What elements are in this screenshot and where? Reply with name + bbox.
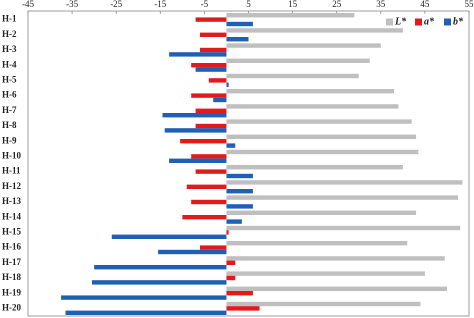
- x-tick-label: 15: [288, 0, 298, 9]
- y-tick-label: H-8: [2, 120, 17, 130]
- bar: [226, 230, 229, 235]
- bar: [61, 295, 227, 300]
- y-tick-label: H-18: [2, 272, 21, 282]
- y-tick-label: H-6: [2, 90, 17, 100]
- y-tick-label: H-3: [2, 44, 17, 54]
- bar: [226, 260, 236, 265]
- y-tick-label: H-14: [2, 211, 21, 221]
- bar: [226, 149, 419, 155]
- legend-label: a*: [424, 16, 435, 27]
- x-tick-label: 5: [246, 0, 251, 9]
- bar: [226, 219, 242, 224]
- bar: [226, 204, 253, 209]
- bar: [182, 215, 227, 220]
- y-tick-label: H-11: [2, 166, 21, 176]
- bar: [226, 73, 359, 79]
- bar: [226, 21, 253, 27]
- x-tick-label: -45: [22, 0, 34, 9]
- bar: [213, 97, 227, 103]
- x-tick-label: -5: [201, 0, 209, 9]
- bar: [191, 199, 227, 205]
- bar: [226, 189, 253, 194]
- x-tick-label: 45: [420, 0, 430, 9]
- bar: [226, 89, 395, 94]
- x-tick-label: -35: [66, 0, 78, 9]
- bar: [226, 165, 403, 170]
- bar: [226, 180, 463, 185]
- bar: [226, 13, 355, 18]
- bar: [195, 123, 227, 129]
- bar: [226, 58, 370, 63]
- bar: [226, 82, 229, 87]
- plot-frame: [27, 10, 470, 317]
- x-tick-label: -15: [154, 0, 166, 9]
- x-tick-label: -25: [110, 0, 122, 9]
- bar: [199, 47, 227, 53]
- x-tick-label: 55: [465, 0, 474, 9]
- bar: [226, 256, 445, 261]
- bar: [158, 249, 227, 255]
- bar: [226, 173, 253, 179]
- y-tick-label: H-10: [2, 150, 21, 160]
- bar: [226, 37, 249, 42]
- bar: [226, 104, 399, 109]
- y-tick-label: H-17: [2, 257, 21, 267]
- y-tick-label: H-5: [2, 74, 17, 84]
- bar: [226, 271, 425, 276]
- bar: [195, 17, 227, 22]
- y-tick-label: H-9: [2, 135, 17, 145]
- bar: [226, 195, 458, 200]
- bar: [226, 301, 421, 307]
- bar: [191, 63, 227, 68]
- bar: [162, 113, 227, 118]
- bar: [164, 128, 227, 133]
- legend-label: b*: [453, 16, 464, 27]
- bar: [226, 306, 260, 311]
- legend-swatch: [386, 18, 393, 26]
- bar: [226, 225, 461, 231]
- y-tick-label: H-20: [2, 302, 21, 312]
- bar: [169, 158, 227, 163]
- y-tick-label: H-13: [2, 196, 21, 206]
- y-tick-label: H-19: [2, 287, 21, 297]
- y-tick-label: H-12: [2, 181, 21, 191]
- bar: [208, 78, 227, 83]
- y-tick-label: H-15: [2, 226, 21, 236]
- y-tick-label: H-16: [2, 242, 21, 252]
- bar: [226, 134, 417, 139]
- bar: [195, 108, 227, 113]
- x-tick-label: 25: [332, 0, 342, 9]
- bar: [226, 291, 253, 296]
- legend-label: L*: [394, 16, 407, 27]
- bar: [111, 234, 227, 239]
- bar: [226, 241, 408, 246]
- bar: [226, 143, 236, 148]
- bar: [191, 154, 227, 159]
- y-tick-label: H-1: [2, 14, 17, 24]
- bar: [91, 280, 227, 285]
- x-tick-label: 35: [376, 0, 386, 9]
- bar: [226, 43, 381, 48]
- y-tick-label: H-4: [2, 59, 17, 69]
- bar: [180, 139, 227, 144]
- bar: [199, 32, 227, 37]
- bar: [226, 275, 236, 281]
- bar: [94, 265, 227, 270]
- bar: [199, 245, 227, 250]
- bar: [226, 210, 417, 215]
- bar: [191, 93, 227, 98]
- legend-swatch: [444, 18, 451, 26]
- bar: [226, 119, 412, 124]
- bar: [169, 52, 227, 57]
- bar: [226, 286, 447, 291]
- bar: [186, 184, 227, 189]
- y-tick-label: H-7: [2, 105, 17, 115]
- bar: [195, 169, 227, 174]
- bar: [195, 67, 227, 72]
- y-tick-label: H-2: [2, 29, 17, 39]
- bar: [65, 310, 227, 315]
- legend-swatch: [415, 18, 422, 26]
- bar: [226, 28, 403, 33]
